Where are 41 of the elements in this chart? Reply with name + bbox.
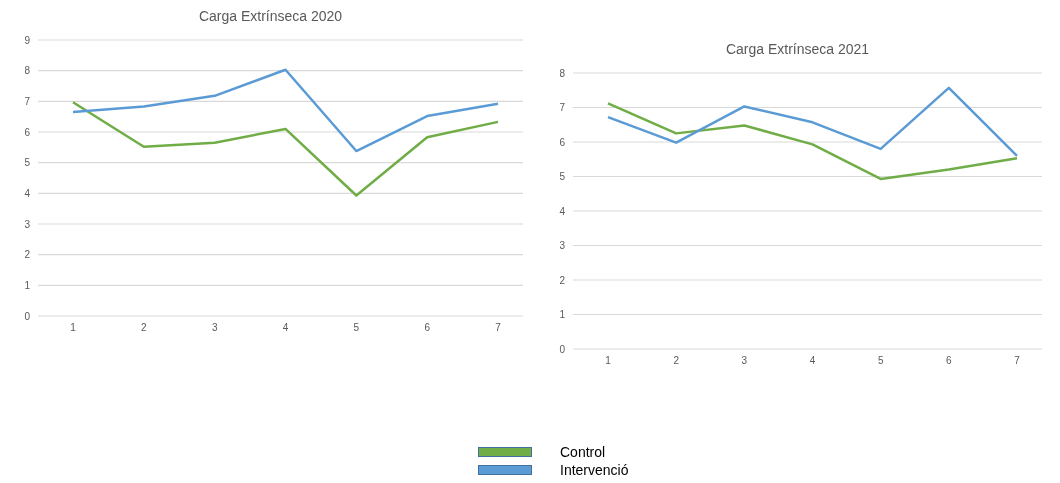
y-tick-label: 8 xyxy=(24,65,31,77)
y-tick-label: 5 xyxy=(24,157,31,169)
x-tick-label: 2 xyxy=(141,322,148,334)
y-tick-label: 6 xyxy=(559,136,566,148)
x-tick-label: 4 xyxy=(809,355,816,367)
x-tick-label: 1 xyxy=(605,355,612,367)
y-tick-label: 6 xyxy=(24,126,31,138)
y-tick-label: 1 xyxy=(24,279,31,291)
line-series xyxy=(71,101,500,197)
y-tick-label: 0 xyxy=(24,310,31,322)
x-tick-label: 7 xyxy=(1014,355,1021,367)
y-tick-label: 3 xyxy=(24,218,31,230)
x-tick-label: 5 xyxy=(877,355,884,367)
line-series xyxy=(606,102,1019,181)
x-tick-label: 6 xyxy=(946,355,953,367)
line-series xyxy=(71,68,500,153)
y-tick-label: 4 xyxy=(24,187,31,199)
x-tick-label: 2 xyxy=(673,355,680,367)
y-tick-label: 1 xyxy=(559,309,566,321)
y-tick-label: 5 xyxy=(559,171,566,183)
x-tick-label: 1 xyxy=(70,322,77,334)
y-tick-label: 8 xyxy=(559,67,566,79)
y-tick-label: 7 xyxy=(24,95,31,107)
y-tick-label: 4 xyxy=(559,205,566,217)
x-tick-label: 4 xyxy=(282,322,289,334)
chart-title: Carga Extrínseca 2020 xyxy=(197,8,344,26)
x-tick-label: 6 xyxy=(424,322,431,334)
line-series xyxy=(606,86,1019,158)
y-tick-label: 0 xyxy=(559,343,566,355)
y-tick-label: 2 xyxy=(559,274,566,286)
x-tick-label: 3 xyxy=(211,322,218,334)
legend-label: Control xyxy=(560,444,606,460)
y-tick-label: 9 xyxy=(24,34,31,46)
chart-title: Carga Extrínseca 2021 xyxy=(724,41,871,59)
y-tick-label: 2 xyxy=(24,249,31,261)
x-tick-label: 5 xyxy=(353,322,360,334)
x-tick-label: 3 xyxy=(741,355,748,367)
y-tick-label: 3 xyxy=(559,240,566,252)
y-tick-label: 7 xyxy=(559,102,566,114)
legend-label: Intervenció xyxy=(560,462,629,478)
x-tick-label: 7 xyxy=(495,322,502,334)
